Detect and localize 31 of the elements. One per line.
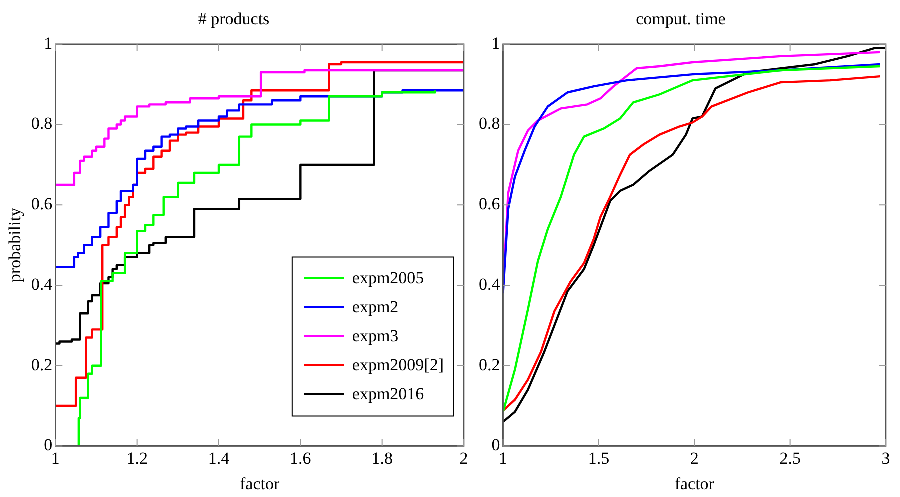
y-tick-label: 0.2 [31,355,53,374]
legend-label: expm2016 [352,384,424,404]
y-tick-label: 1 [44,34,53,53]
x-tick-label: 1.4 [208,448,230,468]
y-tick-label: 0.8 [31,114,53,134]
chart-title: comput. time [636,10,726,29]
y-tick-label: 0.2 [479,355,500,374]
y-tick-label: 0.4 [479,274,501,294]
legend-label: expm2005 [352,268,424,288]
y-tick-label: 0.8 [479,114,500,134]
legend-label: expm3 [352,326,399,346]
y-tick-label: 0.6 [479,194,500,214]
y-tick-label: 0.4 [31,274,54,294]
y-tick-label: 0.6 [31,194,53,214]
x-tick-label: 1.5 [588,448,610,468]
y-tick-label: 0 [492,436,500,455]
y-tick-label: 1 [492,34,500,53]
x-tick-label: 3 [882,448,890,468]
legend-label: expm2 [352,298,399,317]
x-axis-title: factor [674,474,715,494]
x-tick-label: 1.8 [372,448,393,468]
y-axis-title: probability [6,208,25,283]
legend-label: expm2009[2] [352,356,444,375]
x-tick-label: 2.5 [780,448,801,468]
x-axis-title: factor [240,474,280,494]
x-tick-label: 1.6 [290,448,312,468]
x-tick-label: 2 [690,448,699,468]
y-tick-label: 0 [44,436,53,455]
x-tick-label: 2 [460,448,468,468]
x-tick-label: 1.2 [126,448,148,468]
chart-title: # products [198,10,270,29]
